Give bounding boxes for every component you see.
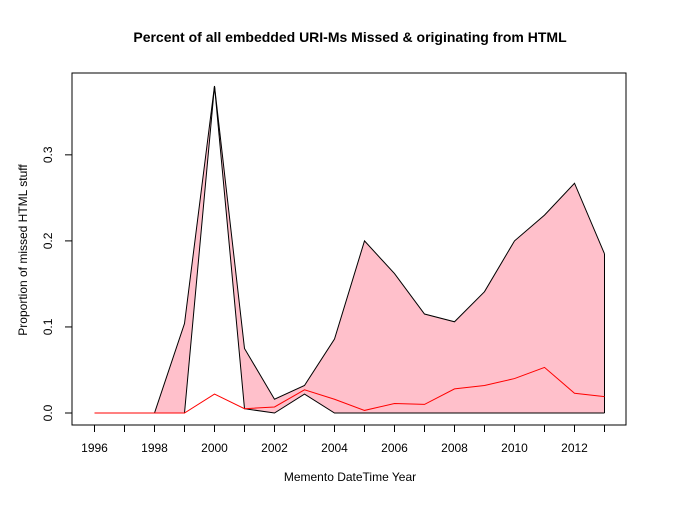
y-tick-label-0.1: 0.1 bbox=[41, 318, 55, 335]
y-tick-label-0.0: 0.0 bbox=[41, 404, 55, 421]
series-line-red bbox=[94, 366, 605, 414]
y-tick-label-0.3: 0.3 bbox=[41, 146, 55, 163]
x-axis-label: Memento DateTime Year bbox=[284, 470, 416, 484]
x-tick-label-2004: 2004 bbox=[321, 441, 348, 455]
x-tick-label-2000: 2000 bbox=[201, 441, 228, 455]
x-tick-label-2002: 2002 bbox=[261, 441, 288, 455]
x-tick-label-2012: 2012 bbox=[561, 441, 588, 455]
x-tick-label-1996: 1996 bbox=[81, 441, 108, 455]
series-line-upper-boundary bbox=[94, 85, 605, 414]
x-tick-label-2006: 2006 bbox=[381, 441, 408, 455]
x-tick-label-2008: 2008 bbox=[441, 441, 468, 455]
plot-frame bbox=[71, 72, 627, 426]
y-tick-label-0.2: 0.2 bbox=[41, 232, 55, 249]
y-axis-label: Proportion of missed HTML stuff bbox=[16, 164, 30, 336]
x-tick-label-2010: 2010 bbox=[501, 441, 528, 455]
area-fill bbox=[94, 86, 605, 413]
chart-title: Percent of all embedded URI-Ms Missed & … bbox=[133, 29, 567, 45]
plot-layer: 1996 1998 2000 2002 2004 2006 2008 2010 2012 0.0 0… bbox=[41, 72, 627, 455]
x-tick-label-1998: 1998 bbox=[141, 441, 168, 455]
